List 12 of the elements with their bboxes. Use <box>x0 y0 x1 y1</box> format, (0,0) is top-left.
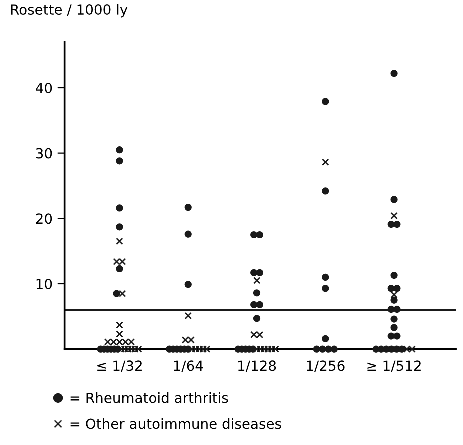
legend-label: = Other autoimmune diseases <box>70 418 282 430</box>
y-tick-label: 30 <box>36 148 52 159</box>
y-tick-label: 40 <box>36 82 52 94</box>
y-tick-label: 20 <box>36 214 52 224</box>
x-tick-label: ≥ 1/512 <box>368 360 421 372</box>
y-axis-title: Rosette / 1000 ly <box>11 4 128 18</box>
x-tick-label: 1/64 <box>174 360 204 372</box>
x-tick-label: 1/128 <box>238 360 276 372</box>
legend-label: = Rheumatoid arthritis <box>70 392 228 404</box>
y-tick-label: 10 <box>36 278 52 290</box>
x-tick-label: ≤ 1/32 <box>98 360 142 372</box>
x-tick-label: 1/256 <box>307 360 345 372</box>
